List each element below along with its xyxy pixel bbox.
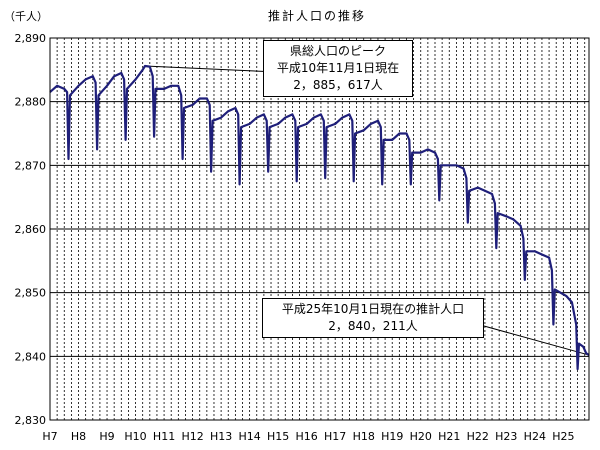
callout-leader-line [483, 325, 590, 356]
peak-callout-line-3: 2，885，617人 [293, 78, 383, 92]
y-tick-label: 2,830 [15, 414, 47, 427]
chart-title: 推計人口の推移 [268, 8, 366, 23]
x-tick-label: H22 [467, 430, 489, 443]
x-tick-label: H21 [438, 430, 460, 443]
current-callout-line-1: 平成25年10月1日現在の推計人口 [281, 302, 465, 316]
y-tick-label: 2,840 [15, 350, 47, 363]
y-tick-label: 2,880 [15, 96, 47, 109]
x-tick-label: H23 [495, 430, 517, 443]
current-callout-line-2: 2，840，211人 [328, 319, 418, 333]
x-tick-label: H14 [238, 430, 260, 443]
y-tick-label: 2,860 [15, 223, 47, 236]
x-tick-label: H9 [99, 430, 114, 443]
peak-callout-line-1: 県総人口のピーク [289, 44, 386, 58]
x-tick-label: H19 [381, 430, 403, 443]
x-tick-label: H8 [71, 430, 86, 443]
current-callout: 平成25年10月1日現在の推計人口 2，840，211人 [262, 298, 484, 338]
x-tick-label: H13 [210, 430, 232, 443]
x-tick-label: H12 [181, 430, 203, 443]
x-tick-label: H18 [353, 430, 375, 443]
population-series-line [49, 64, 590, 371]
plot-frame [49, 37, 590, 421]
y-tick-label: 2,870 [15, 159, 47, 172]
x-tick-label: H16 [296, 430, 318, 443]
y-axis-ticks: 2,830 2,840 2,850 2,860 2,870 2,880 2,890 [15, 32, 47, 427]
x-tick-label: H15 [267, 430, 289, 443]
x-tick-label: H11 [153, 430, 175, 443]
callout-leader-line [144, 65, 264, 72]
x-tick-label: H7 [42, 430, 57, 443]
peak-callout-line-2: 平成10年11月1日現在 [276, 61, 400, 75]
y-tick-label: 2,890 [15, 32, 47, 45]
callout-leaders [144, 65, 590, 356]
x-tick-label: H25 [552, 430, 574, 443]
x-tick-label: H10 [124, 430, 146, 443]
x-tick-label: H24 [524, 430, 546, 443]
x-tick-label: H20 [410, 430, 432, 443]
y-axis-unit-label: （千人） [4, 10, 48, 23]
x-axis-ticks: H7 H8 H9 H10 H11 H12 H13 H14 H15 H16 H17 H18 H19 H20 H… [42, 430, 574, 443]
grid-lines [50, 38, 589, 420]
peak-callout: 県総人口のピーク 平成10年11月1日現在 2，885，617人 [263, 40, 413, 97]
x-tick-label: H17 [324, 430, 346, 443]
y-tick-label: 2,850 [15, 287, 47, 300]
